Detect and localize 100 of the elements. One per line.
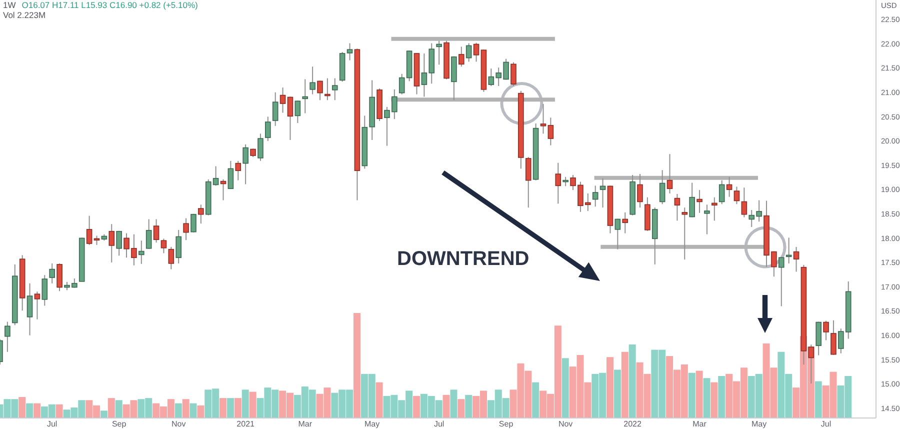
candlestick [332, 78, 338, 101]
candlestick [510, 62, 516, 87]
candlestick [242, 144, 248, 185]
bar [562, 358, 569, 418]
candlestick [793, 246, 800, 272]
x-tick-label: May [751, 420, 767, 429]
bar [614, 370, 621, 418]
candlestick [228, 160, 234, 190]
bar [465, 394, 472, 418]
x-tick-label: Jul [46, 420, 58, 429]
bar [703, 378, 710, 418]
candlestick [302, 78, 308, 114]
candlestick [741, 187, 748, 218]
candlestick [94, 235, 100, 246]
bar [696, 370, 703, 418]
bar [182, 399, 190, 418]
candlestick [220, 178, 226, 201]
candlestick [265, 116, 271, 142]
candlestick [160, 238, 167, 254]
candlestick [600, 178, 606, 208]
x-tick-label: Mar [298, 420, 312, 429]
candlestick [666, 154, 673, 194]
bar [413, 396, 420, 418]
bar [174, 403, 182, 418]
candlestick [674, 193, 680, 222]
bar [621, 352, 628, 418]
candlestick [622, 212, 628, 234]
candlestick [778, 256, 784, 307]
candlestick [287, 96, 294, 140]
bar [442, 394, 450, 418]
candlestick [138, 240, 144, 264]
candlestick [49, 262, 55, 284]
candlestick [346, 42, 353, 61]
bar [242, 390, 249, 418]
candlestick [183, 218, 189, 241]
bar [100, 410, 108, 418]
bar [606, 357, 614, 418]
candlestick [659, 170, 666, 205]
candlestick [525, 156, 532, 208]
x-tick-label: 2021 [236, 420, 256, 429]
x-tick-label: Sep [112, 420, 127, 429]
candlestick [712, 196, 718, 222]
candlestick [86, 215, 92, 246]
candlestick [548, 117, 554, 146]
bar [688, 372, 696, 418]
candlestick [540, 104, 546, 134]
candlestick [235, 160, 242, 181]
candlestick [458, 46, 464, 68]
chart-title: 1W [3, 0, 16, 10]
bar [33, 403, 40, 418]
candlestick [637, 174, 643, 208]
candlestick [324, 78, 330, 101]
candlestick [317, 80, 323, 101]
candlestick [280, 86, 286, 114]
x-tick-label: Sep [498, 420, 514, 429]
bar [353, 313, 360, 418]
candlestick [42, 274, 48, 306]
bar [56, 404, 63, 418]
x-tick-label: Jul [434, 420, 444, 429]
annotation: DOWNTREND [397, 248, 530, 270]
candlestick [436, 40, 442, 66]
candlestick [555, 162, 562, 204]
candlestick [473, 42, 480, 62]
candlestick [4, 321, 10, 352]
candlestick [272, 92, 278, 126]
bar [718, 376, 726, 418]
x-tick-label: Nov [171, 420, 186, 429]
x-tick-label: 2022 [624, 420, 642, 429]
candlestick [562, 176, 568, 187]
candlestick [176, 229, 182, 264]
chart-subtitle: O16.07 H17.11 L15.93 C16.90 +0.82 (+5.10%) [22, 0, 198, 10]
candlestick [56, 262, 62, 292]
candlestick [34, 291, 40, 320]
x-tick-label: Nov [558, 420, 573, 429]
x-tick-label: Mar [692, 420, 707, 429]
candlestick [466, 42, 472, 62]
candlestick [689, 182, 695, 218]
bar [18, 397, 26, 418]
candlestick [108, 224, 115, 263]
bar [458, 399, 465, 418]
candlestick [146, 218, 152, 250]
chart-title: Vol 2.223M [3, 10, 46, 20]
bar [450, 390, 458, 418]
bar [226, 398, 234, 418]
bar [376, 382, 383, 418]
bar [532, 382, 540, 418]
candlestick [258, 133, 264, 162]
candlestick [614, 218, 621, 250]
candlestick [310, 66, 316, 95]
candlestick [294, 100, 301, 124]
candlestick [718, 180, 725, 205]
candlestick [734, 186, 740, 205]
bar [26, 403, 34, 418]
x-tick-label: Jul [820, 420, 832, 429]
bar [108, 398, 115, 418]
candlestick [153, 218, 160, 244]
candlestick [592, 185, 598, 208]
x-tick-label: May [364, 420, 380, 429]
candlestick [190, 213, 196, 233]
candlestick [168, 246, 174, 270]
